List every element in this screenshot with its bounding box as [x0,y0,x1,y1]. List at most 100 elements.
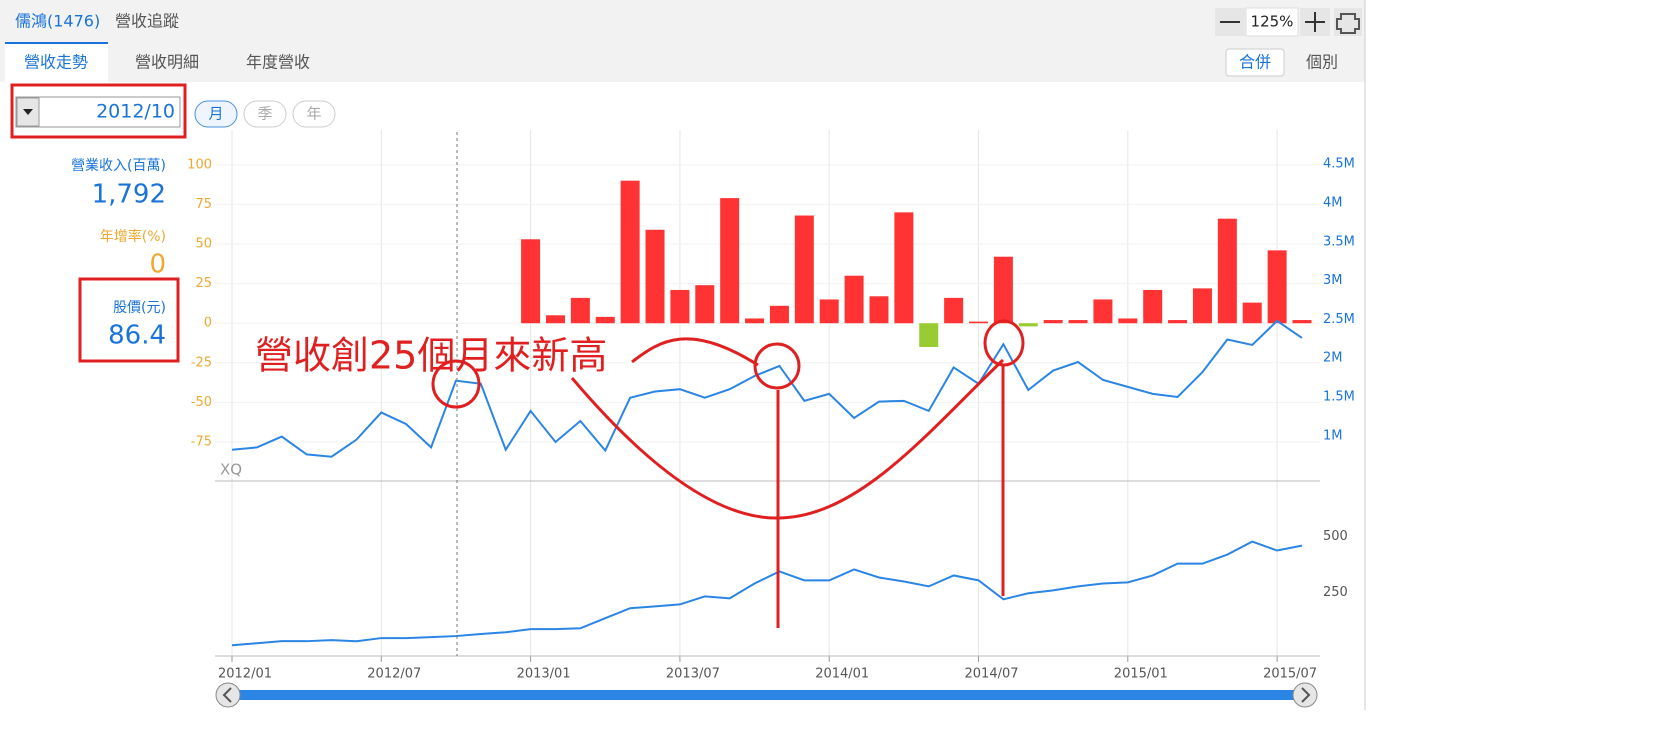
info-label: 營業收入(百萬) [71,158,166,174]
company[interactable]: 儒鴻(1476) [15,12,100,31]
y-tick-label: 25 [195,276,212,291]
annotation-stroke [631,337,759,367]
scroll-left[interactable] [215,682,241,708]
scroll-right[interactable] [1292,682,1318,708]
info-value: 1,792 [92,180,166,210]
bar [745,318,765,324]
bar [1292,320,1312,324]
y-tick-label: 500 [1323,529,1348,544]
period-option[interactable]: 年 [306,105,321,123]
bar [521,239,541,324]
date-select[interactable] [15,96,181,128]
plot: 2012/01 2012/07 2013/01 2013/07 2014/01 2014/… [187,130,1355,682]
tab[interactable]: 營收走勢 [24,53,88,72]
arrow-icon [1301,687,1311,703]
bar [1093,299,1113,324]
bar [993,256,1013,324]
period-button[interactable] [292,100,336,128]
print[interactable] [1334,8,1362,36]
bar [695,285,715,324]
info-value: 0 [149,250,166,280]
y-tick-label: 75 [195,197,212,212]
period-option[interactable]: 月 [208,105,223,123]
y2-tick-label: 1.5M [1323,389,1355,404]
y-tick-label: -50 [191,395,212,410]
watermark: XQ [220,461,242,479]
annotation-stroke [570,358,1005,520]
bar [794,215,814,324]
info-value: 86.4 [108,321,166,351]
scope-option[interactable]: 合併 [1239,53,1271,72]
x-tick-label: 2013/01 [517,667,571,682]
y2-tick-label: 3.5M [1323,234,1355,249]
bar [819,299,839,324]
tab[interactable]: 年度營收 [246,53,310,72]
annotation: 營收創25個月來新高 [255,334,607,378]
zoom-controls: 125% [1215,7,1362,37]
bar [1192,288,1212,324]
x-tick-label: 2015/01 [1114,667,1168,682]
y-tick-label: 50 [195,237,212,252]
bar [894,212,914,324]
y-tick-label: -75 [191,434,212,449]
y2-tick-label: 4M [1323,195,1343,210]
y2-tick-label: 3M [1323,273,1343,288]
annotation-stroke [776,365,1005,628]
highlight-box [10,83,187,139]
y2-tick-label: 1M [1323,428,1343,443]
bar [595,316,615,324]
bar [1068,320,1088,324]
x-tick-label: 2014/07 [965,667,1019,682]
bar [919,323,939,347]
x-tick-label: 2014/01 [815,667,869,682]
period-button[interactable] [243,100,287,128]
annotation-circle [983,319,1025,367]
highlight-box [78,277,180,363]
date-value: 2012/10 [96,101,175,123]
scope-option[interactable]: 個別 [1306,53,1338,72]
bar [1018,323,1038,327]
annotation-circle [753,342,801,390]
bar [570,297,590,324]
info-label: 年增率(%) [100,228,166,245]
y2-tick-label: 4.5M [1323,157,1355,172]
line [231,319,1303,458]
bar [645,229,665,324]
bar [869,296,889,324]
period-option[interactable]: 季 [257,105,272,123]
bar [620,180,640,324]
line [231,540,1303,647]
y-tick-label: 100 [187,157,212,172]
x-tick-label: 2013/07 [666,667,720,682]
bar [769,305,789,324]
plus-icon [1305,12,1325,32]
zoom-box [1245,7,1299,37]
arrow-icon [222,687,232,703]
zoom-level: 125% [1251,13,1294,31]
dropdown-arrow [23,109,33,115]
scope-selected [1225,48,1285,77]
period-selected[interactable] [194,100,238,128]
toolbar-bg [0,0,1365,82]
bar [1143,289,1163,324]
y2-tick-label: 2M [1323,351,1343,366]
bar [1043,320,1063,324]
bar [1267,250,1287,324]
bar [1242,302,1262,324]
scrollbar[interactable] [215,682,1318,708]
y-tick-label: -25 [191,355,212,370]
bar [944,297,964,324]
bar [1217,218,1237,324]
y-tick-label: 0 [204,316,212,331]
print-icon [1336,13,1360,34]
annotation-drawing [431,319,1025,628]
page-title: 營收追蹤 [115,12,179,31]
x-tick-label: 2012/01 [218,667,272,682]
bar [545,315,565,324]
tab[interactable]: 營收明細 [135,53,199,72]
x-tick-label: 2015/07 [1263,667,1317,682]
scroll-thumb[interactable] [228,690,1305,700]
bar [1168,320,1188,324]
y-tick-label: 250 [1323,585,1348,600]
